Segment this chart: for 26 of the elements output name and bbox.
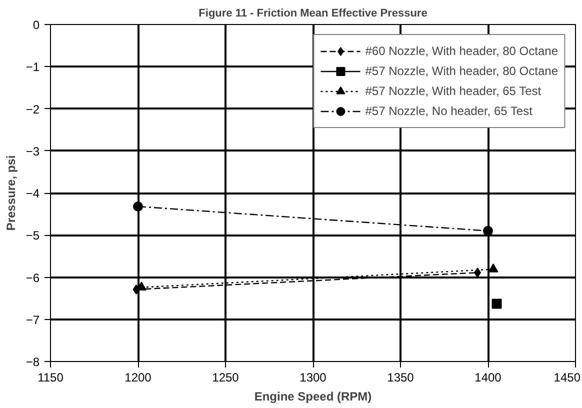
y-tick-label: −3	[26, 144, 40, 158]
legend-label: #57 Nozzle, No header, 65 Test	[365, 104, 532, 118]
x-tick-label: 1300	[300, 370, 327, 384]
x-tick-label: 1250	[212, 370, 240, 384]
x-tick-label: 1350	[387, 370, 414, 384]
x-axis-title: Engine Speed (RPM)	[254, 390, 372, 404]
y-tick-label: −1	[26, 60, 40, 74]
legend-label: #60 Nozzle, With header, 80 Octane	[365, 44, 558, 58]
legend-label: #57 Nozzle, With header, 80 Octane	[365, 64, 558, 78]
x-tick-label: 1400	[474, 370, 502, 384]
y-tick-label: −6	[26, 270, 40, 285]
y-tick-label: −8	[26, 355, 40, 369]
y-tick-label: −7	[26, 312, 40, 327]
y-axis-title: Pressure, psi	[4, 155, 18, 231]
x-tick-label: 1450	[554, 370, 581, 384]
y-tick-label: −2	[26, 102, 40, 116]
legend-label: #57 Nozzle, With header, 65 Test	[365, 84, 542, 98]
chart-title: Figure 11 - Friction Mean Effective Pressure	[198, 8, 428, 20]
x-tick-label: 1150	[38, 370, 64, 384]
y-tick-label: −5	[26, 228, 40, 243]
point	[483, 226, 493, 236]
point	[492, 298, 502, 309]
y-tick-label: −4	[26, 186, 40, 200]
point	[133, 201, 143, 212]
x-tick-label: 1200	[124, 370, 152, 384]
y-tick-label: 0	[32, 18, 40, 32]
